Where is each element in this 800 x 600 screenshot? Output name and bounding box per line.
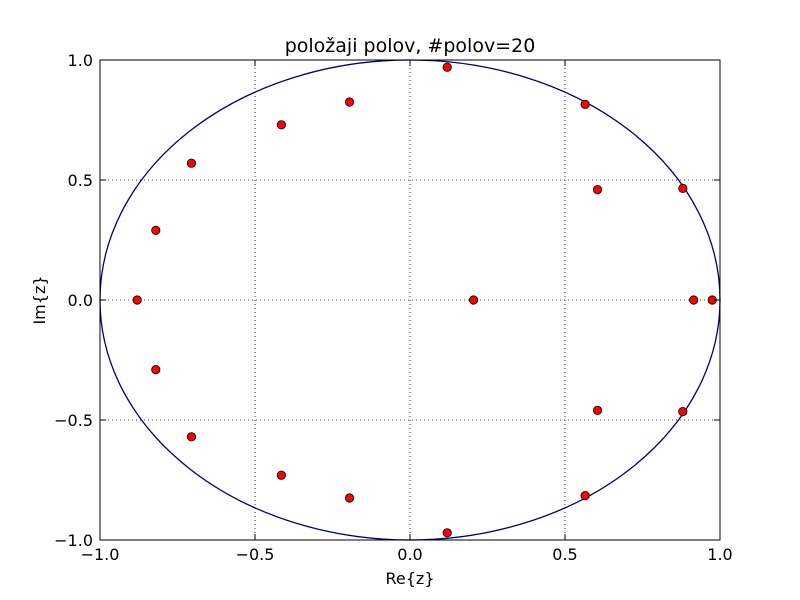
pole-point xyxy=(344,97,355,107)
pole-point xyxy=(344,493,355,503)
pole-point xyxy=(151,364,161,375)
pole-point xyxy=(580,99,590,110)
pole-point xyxy=(151,225,161,235)
pole-point xyxy=(592,405,603,415)
pole-point xyxy=(580,490,590,501)
x-tick-label: 1.0 xyxy=(707,545,732,564)
y-tick-label: 1.0 xyxy=(68,51,93,70)
pole-point xyxy=(468,295,479,305)
pole-point xyxy=(276,120,286,130)
chart-title: položaji polov, #polov=20 xyxy=(285,35,536,57)
pole-markers xyxy=(132,62,717,538)
pole-point xyxy=(132,295,142,305)
y-tick-label: 0.5 xyxy=(68,171,93,190)
pole-point xyxy=(442,62,452,72)
pole-point xyxy=(678,183,688,193)
x-axis-label: Re{z} xyxy=(386,569,435,588)
pole-point xyxy=(276,470,286,480)
y-tick-label: −0.5 xyxy=(54,411,93,430)
y-tick-label: 0.0 xyxy=(68,291,93,310)
pole-point xyxy=(186,158,197,168)
x-tick-label: −0.5 xyxy=(236,545,275,564)
x-tick-label: −1.0 xyxy=(81,545,120,564)
x-tick-label: 0.0 xyxy=(397,545,422,564)
y-tick-label: −1.0 xyxy=(54,531,93,550)
pole-point xyxy=(442,528,452,538)
axis-ticks: −1.0 −0.5 0.0 0.5 1.0 −1.0 −0.5 0.0 0.5 1.0 xyxy=(54,51,733,564)
pole-point xyxy=(186,432,197,442)
pole-point xyxy=(592,185,603,195)
pole-point xyxy=(689,295,699,305)
pole-point xyxy=(678,406,688,417)
y-axis-label: Im{z} xyxy=(30,275,49,324)
x-tick-label: 0.5 xyxy=(552,545,577,564)
